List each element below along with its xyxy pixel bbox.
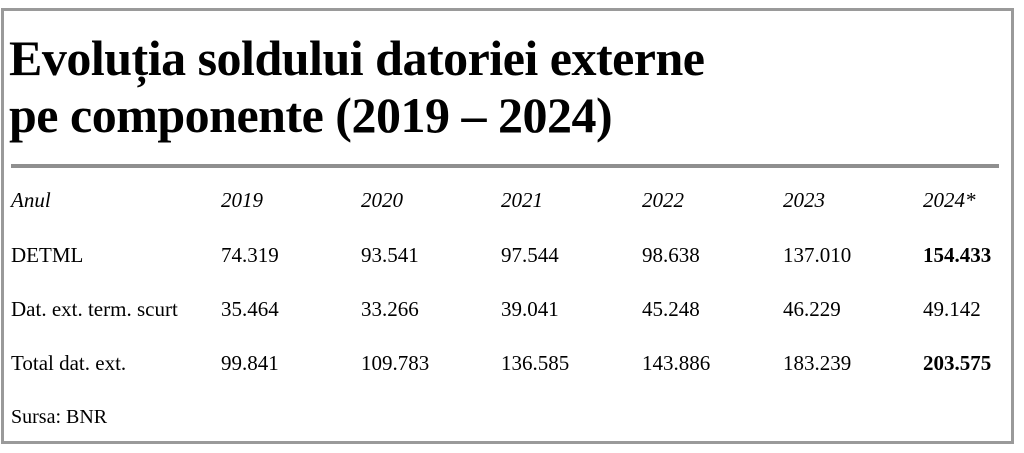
cell-value: 46.229 [783, 297, 841, 321]
cell-value: 183.239 [783, 351, 852, 375]
cell-value: 93.541 [361, 243, 419, 267]
title-divider [11, 164, 999, 168]
page-title: Evoluția soldului datoriei externe pe co… [9, 30, 705, 144]
table-row-total: Total dat. ext. 99.841 109.783 136.585 1… [11, 351, 1006, 381]
cell-value: 33.266 [361, 297, 419, 321]
cell-value: 74.319 [221, 243, 279, 267]
source-note: Sursa: BNR [11, 406, 108, 428]
cell-value: 35.464 [221, 297, 279, 321]
header-2022: 2022 [642, 188, 684, 212]
cell-value: 137.010 [783, 243, 852, 267]
title-line-2: pe componente (2019 – 2024) [9, 87, 613, 143]
cell-value: 109.783 [361, 351, 430, 375]
cell-value: 99.841 [221, 351, 279, 375]
table-header-row: Anul 2019 2020 2021 2022 2023 2024* [11, 188, 1006, 218]
cell-value-highlight: 154.433 [923, 243, 992, 267]
header-2021: 2021 [501, 188, 543, 212]
header-2024: 2024* [923, 188, 976, 212]
infographic-frame [1, 8, 1014, 444]
title-line-1: Evoluția soldului datoriei externe [9, 30, 705, 86]
cell-value-highlight: 203.575 [923, 351, 992, 375]
header-2023: 2023 [783, 188, 825, 212]
header-year-label: Anul [11, 188, 51, 212]
header-2020: 2020 [361, 188, 403, 212]
cell-value: 136.585 [501, 351, 570, 375]
cell-value: 49.142 [923, 297, 981, 321]
row-label: Dat. ext. term. scurt [11, 297, 178, 321]
cell-value: 97.544 [501, 243, 559, 267]
cell-value: 143.886 [642, 351, 711, 375]
row-label: DETML [11, 243, 84, 267]
cell-value: 98.638 [642, 243, 700, 267]
cell-value: 39.041 [501, 297, 559, 321]
table-row-short-term: Dat. ext. term. scurt 35.464 33.266 39.0… [11, 297, 1006, 327]
header-2019: 2019 [221, 188, 263, 212]
table-row-detml: DETML 74.319 93.541 97.544 98.638 137.01… [11, 243, 1006, 273]
cell-value: 45.248 [642, 297, 700, 321]
row-label: Total dat. ext. [11, 351, 127, 375]
